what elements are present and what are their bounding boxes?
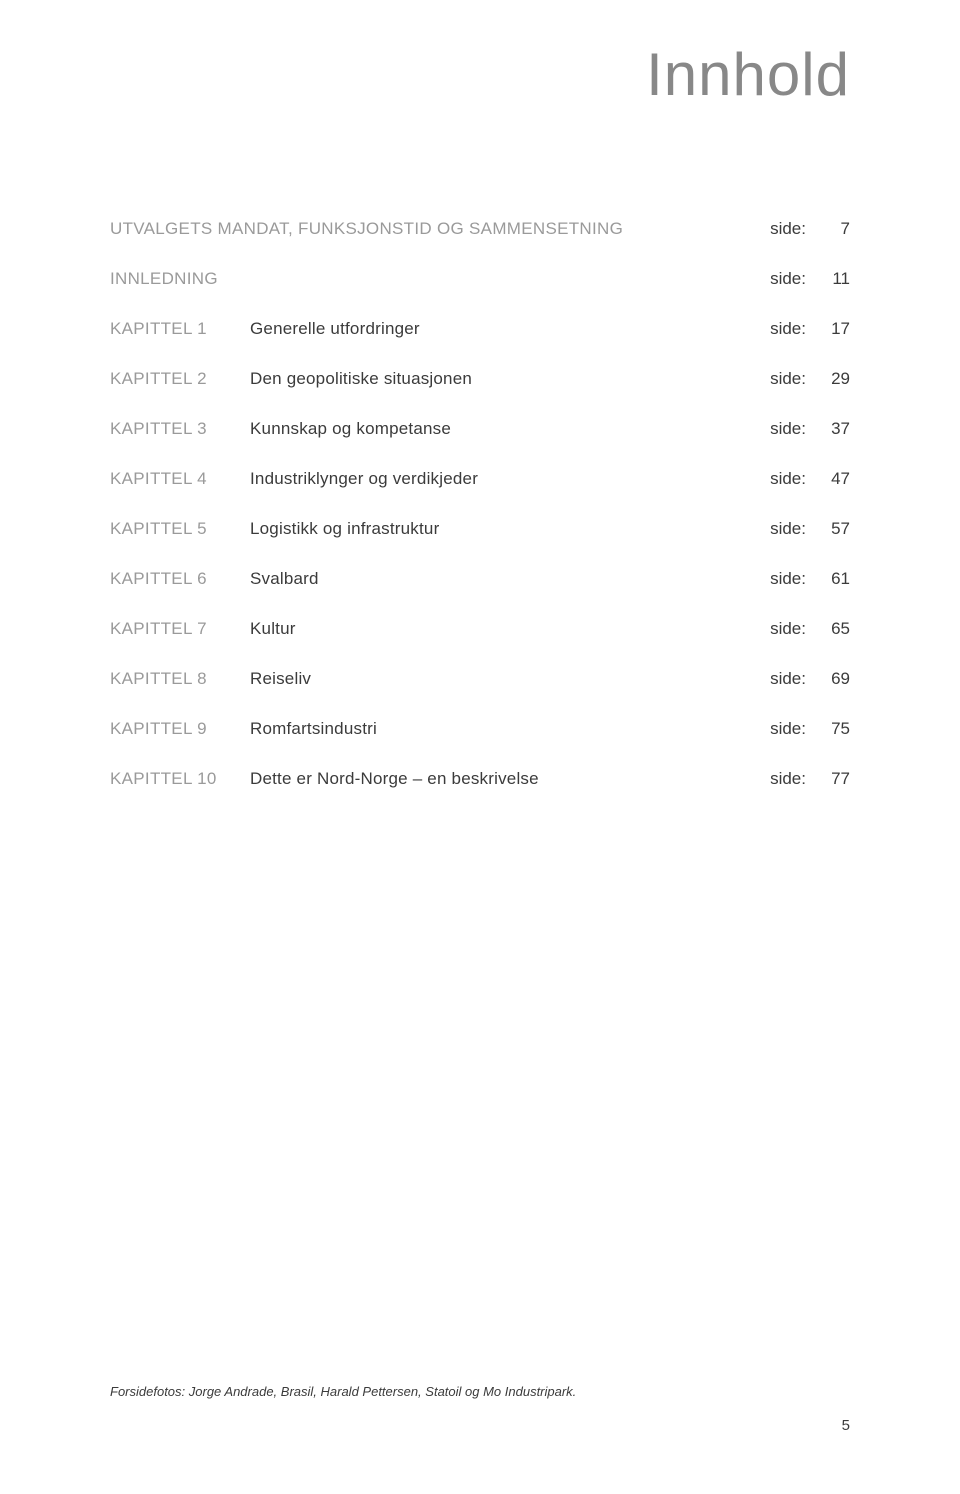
footer-credit: Forsidefotos: Jorge Andrade, Brasil, Har… — [110, 1384, 576, 1399]
toc-row: INNLEDNINGside:11 — [110, 269, 850, 289]
toc-row: KAPITTEL 2Den geopolitiske situasjonensi… — [110, 369, 850, 389]
toc-side-label: side: — [754, 469, 814, 489]
toc-chapter-label: KAPITTEL 10 — [110, 769, 250, 789]
toc-row: KAPITTEL 3Kunnskap og kompetanseside:37 — [110, 419, 850, 439]
page-title: Innhold — [110, 40, 850, 109]
toc-row: KAPITTEL 8Reiselivside:69 — [110, 669, 850, 689]
toc-chapter-desc: Kunnskap og kompetanse — [250, 419, 754, 439]
toc-chapter-label: KAPITTEL 5 — [110, 519, 250, 539]
toc-row: KAPITTEL 5Logistikk og infrastrukturside… — [110, 519, 850, 539]
toc-page-number: 37 — [814, 419, 850, 439]
toc-row: UTVALGETS MANDAT, FUNKSJONSTID OG SAMMEN… — [110, 219, 850, 239]
toc-page-number: 7 — [814, 219, 850, 239]
toc-chapter-label: KAPITTEL 7 — [110, 619, 250, 639]
toc-chapter-label: KAPITTEL 9 — [110, 719, 250, 739]
toc-side-label: side: — [754, 369, 814, 389]
toc-chapter-desc: Industriklynger og verdikjeder — [250, 469, 754, 489]
toc-row: KAPITTEL 9Romfartsindustriside:75 — [110, 719, 850, 739]
toc-chapter-desc: Svalbard — [250, 569, 754, 589]
toc-side-label: side: — [754, 269, 814, 289]
toc-row: KAPITTEL 6Svalbardside:61 — [110, 569, 850, 589]
toc-chapter-desc: Reiseliv — [250, 669, 754, 689]
toc-chapter-label: KAPITTEL 4 — [110, 469, 250, 489]
toc-chapter-label: KAPITTEL 6 — [110, 569, 250, 589]
toc-page-number: 29 — [814, 369, 850, 389]
toc-side-label: side: — [754, 319, 814, 339]
toc-chapter-desc: Logistikk og infrastruktur — [250, 519, 754, 539]
toc-page-number: 69 — [814, 669, 850, 689]
toc-chapter-label: KAPITTEL 2 — [110, 369, 250, 389]
toc-chapter-desc: Generelle utfordringer — [250, 319, 754, 339]
document-page: Innhold UTVALGETS MANDAT, FUNKSJONSTID O… — [0, 0, 960, 1494]
toc-page-number: 77 — [814, 769, 850, 789]
toc-side-label: side: — [754, 219, 814, 239]
toc-heading: UTVALGETS MANDAT, FUNKSJONSTID OG SAMMEN… — [110, 219, 754, 239]
toc-page-number: 11 — [814, 269, 850, 289]
toc-chapter-label: KAPITTEL 1 — [110, 319, 250, 339]
toc-side-label: side: — [754, 519, 814, 539]
toc-chapter-desc: Kultur — [250, 619, 754, 639]
toc-page-number: 75 — [814, 719, 850, 739]
toc-chapter-desc: Den geopolitiske situasjonen — [250, 369, 754, 389]
toc-page-number: 47 — [814, 469, 850, 489]
table-of-contents: UTVALGETS MANDAT, FUNKSJONSTID OG SAMMEN… — [110, 219, 850, 789]
toc-page-number: 61 — [814, 569, 850, 589]
toc-side-label: side: — [754, 769, 814, 789]
toc-row: KAPITTEL 1Generelle utfordringerside:17 — [110, 319, 850, 339]
toc-row: KAPITTEL 4Industriklynger og verdikjeder… — [110, 469, 850, 489]
toc-chapter-label: KAPITTEL 3 — [110, 419, 250, 439]
toc-chapter-label: KAPITTEL 8 — [110, 669, 250, 689]
toc-page-number: 65 — [814, 619, 850, 639]
toc-side-label: side: — [754, 619, 814, 639]
toc-chapter-desc: Dette er Nord-Norge – en beskrivelse — [250, 769, 754, 789]
toc-side-label: side: — [754, 569, 814, 589]
toc-page-number: 57 — [814, 519, 850, 539]
page-number: 5 — [842, 1417, 850, 1434]
toc-side-label: side: — [754, 669, 814, 689]
toc-row: KAPITTEL 7Kulturside:65 — [110, 619, 850, 639]
toc-page-number: 17 — [814, 319, 850, 339]
toc-side-label: side: — [754, 719, 814, 739]
toc-heading: INNLEDNING — [110, 269, 754, 289]
toc-chapter-desc: Romfartsindustri — [250, 719, 754, 739]
toc-side-label: side: — [754, 419, 814, 439]
toc-row: KAPITTEL 10Dette er Nord-Norge – en besk… — [110, 769, 850, 789]
